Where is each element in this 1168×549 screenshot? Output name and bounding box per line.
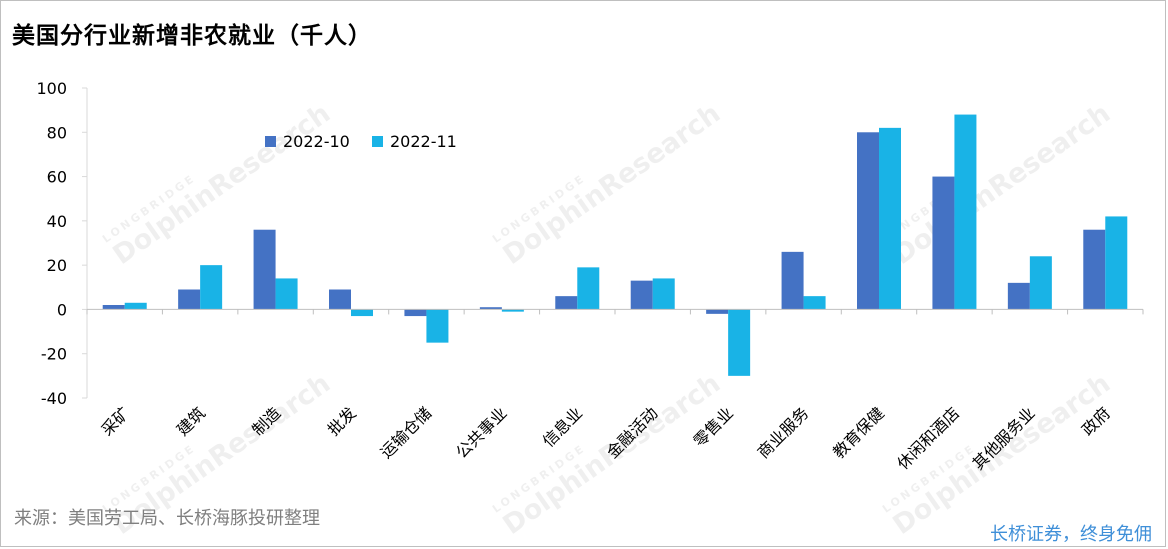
x-tick-label: 制造 <box>248 403 284 439</box>
bar-1-3 <box>329 289 351 310</box>
chart-title: 美国分行业新增非农就业（千人） <box>12 23 372 49</box>
y-tick-label: 60 <box>47 168 67 187</box>
y-tick-label: 100 <box>36 79 67 98</box>
x-tick-label: 教育保健 <box>829 403 888 462</box>
source-note: 来源：美国劳工局、长桥海豚投研整理 <box>14 508 320 529</box>
bar-1-12 <box>1007 282 1030 310</box>
bar-1-0 <box>102 305 125 310</box>
bar-2-9 <box>803 296 826 310</box>
bar-2-5 <box>501 309 524 312</box>
bar-1-13 <box>1083 229 1106 310</box>
x-tick-label: 商业服务 <box>754 403 813 462</box>
x-tick-label: 政府 <box>1078 403 1114 439</box>
x-tick-label: 信息业 <box>539 403 586 450</box>
bar-2-11 <box>954 114 977 310</box>
bar-1-5 <box>479 307 502 310</box>
bar-2-6 <box>577 267 600 310</box>
bar-1-6 <box>555 296 578 310</box>
bar-2-7 <box>652 278 675 310</box>
x-tick-label: 建筑 <box>173 403 209 439</box>
y-tick-label: 80 <box>47 123 67 142</box>
y-tick-label: 40 <box>47 212 67 231</box>
bar-2-3 <box>351 309 373 317</box>
legend-label-2: 2022-11 <box>390 132 457 151</box>
bar-1-11 <box>932 176 955 310</box>
legend-label-1: 2022-10 <box>283 132 350 151</box>
x-tick-label: 零售业 <box>690 403 737 450</box>
x-tick-label: 采矿 <box>97 403 133 439</box>
bar-1-1 <box>178 289 201 310</box>
legend-swatch-2 <box>372 136 383 147</box>
bar-2-4 <box>426 309 449 343</box>
bar-1-7 <box>630 280 653 310</box>
x-tick-label: 批发 <box>324 403 360 439</box>
bar-2-2 <box>275 278 298 310</box>
y-tick-label: -40 <box>41 389 67 408</box>
bar-2-8 <box>728 309 751 376</box>
x-tick-label: 公共事业 <box>452 403 511 462</box>
bar-1-10 <box>857 132 879 310</box>
y-tick-label: -20 <box>41 345 67 364</box>
x-tick-label: 运输仓储 <box>377 403 436 462</box>
legend-swatch-1 <box>265 136 276 147</box>
bar-1-4 <box>404 309 427 317</box>
y-tick-label: 0 <box>57 300 67 319</box>
x-tick-label: 休闲和酒店 <box>893 403 963 473</box>
bar-2-1 <box>200 265 223 310</box>
bar-2-0 <box>124 302 147 310</box>
x-tick-label: 其他服务业 <box>969 403 1039 473</box>
x-tick-label: 金融活动 <box>603 403 662 462</box>
bar-1-9 <box>781 251 804 310</box>
bar-1-8 <box>706 309 729 314</box>
bar-2-12 <box>1029 256 1052 310</box>
bar-2-13 <box>1105 216 1128 310</box>
bar-2-10 <box>879 127 901 310</box>
bar-1-2 <box>253 229 276 310</box>
slogan: 长桥证券，终身免佣 <box>990 524 1152 545</box>
y-tick-label: 20 <box>47 256 67 275</box>
